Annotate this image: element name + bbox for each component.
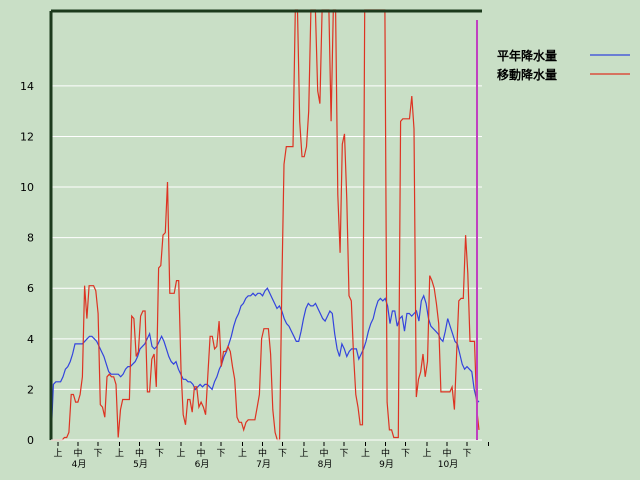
x-period-label: 中 xyxy=(442,447,451,459)
x-period-label: 中 xyxy=(196,447,205,459)
x-month-label: 6月 xyxy=(195,459,210,470)
x-period-label: 下 xyxy=(155,449,164,459)
y-axis: 0 2 4 6 8 10 12 14 xyxy=(20,80,34,447)
x-period-label: 上 xyxy=(361,448,370,459)
y-tick-label: 6 xyxy=(27,282,34,295)
y-tick-label: 8 xyxy=(27,232,34,245)
x-period-label: 上 xyxy=(53,448,62,459)
x-month-label: 5月 xyxy=(133,459,148,470)
x-month-label: 7月 xyxy=(256,459,271,470)
x-month-label: 9月 xyxy=(379,459,394,470)
series-line-normal xyxy=(50,287,480,441)
series-line-moving xyxy=(51,9,480,441)
legend-label: 平年降水量 xyxy=(497,48,557,63)
x-period-label: 上 xyxy=(115,448,124,459)
x-month-label: 4月 xyxy=(72,459,87,470)
y-tick-label: 2 xyxy=(27,383,34,396)
x-period-label: 中 xyxy=(135,447,144,459)
plot-frame xyxy=(49,9,482,441)
x-period-label: 中 xyxy=(258,447,267,459)
x-period-label: 中 xyxy=(381,447,390,459)
x-period-label: 下 xyxy=(339,449,348,459)
x-period-label: 中 xyxy=(319,447,328,459)
y-tick-label: 10 xyxy=(20,181,34,194)
x-period-label: 上 xyxy=(176,448,185,459)
x-period-label: 上 xyxy=(299,448,308,459)
x-period-label: 下 xyxy=(278,449,287,459)
x-month-label: 8月 xyxy=(318,459,333,470)
x-axis: 上中下4月上中下5月上中下6月上中下7月上中下8月上中下9月上中下10月 xyxy=(53,442,489,470)
x-period-label: 下 xyxy=(216,449,225,459)
x-period-label: 下 xyxy=(401,449,410,459)
x-period-label: 下 xyxy=(93,449,102,459)
y-tick-label: 4 xyxy=(27,333,34,346)
legend-label: 移動降水量 xyxy=(497,67,557,82)
y-tick-label: 14 xyxy=(20,80,34,93)
x-period-label: 下 xyxy=(462,449,471,459)
x-month-label: 10月 xyxy=(438,459,458,470)
x-period-label: 上 xyxy=(422,448,431,459)
y-tick-label: 0 xyxy=(27,434,34,447)
x-period-label: 上 xyxy=(238,448,247,459)
plot-area xyxy=(50,9,480,441)
grid xyxy=(51,85,482,390)
x-period-label: 中 xyxy=(73,447,82,459)
y-tick-label: 12 xyxy=(20,130,34,143)
